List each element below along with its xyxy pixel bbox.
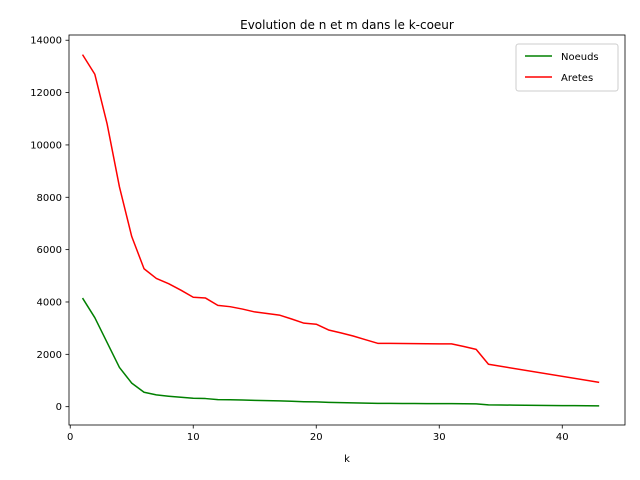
- axes-frame: [68, 34, 626, 426]
- x-tick-label-0: 0: [67, 432, 73, 443]
- x-tick-label-30: 30: [433, 432, 446, 443]
- y-tick-label-2000: 2000: [37, 350, 62, 361]
- y-tick-label-0: 0: [56, 402, 62, 413]
- series-line-noeuds: [81, 297, 600, 407]
- y-tick-label-10000: 10000: [30, 140, 62, 151]
- x-tick-label-20: 20: [310, 432, 323, 443]
- y-tick-label-12000: 12000: [30, 88, 62, 99]
- plot-area: 0 10 20 30 40 0 2000 4000 6000 8000 10000 12000 1400…: [30, 34, 626, 443]
- y-tick-label-8000: 8000: [37, 193, 62, 204]
- legend: Noeuds Aretes: [515, 43, 619, 92]
- x-axis-label: k: [344, 454, 350, 465]
- chart-title: Evolution de n et m dans le k-coeur: [240, 18, 454, 32]
- series-line-aretes: [81, 54, 600, 384]
- y-tick-label-4000: 4000: [37, 297, 62, 308]
- x-tick-label-10: 10: [187, 432, 200, 443]
- legend-label-noeuds: Noeuds: [561, 52, 599, 63]
- legend-label-aretes: Aretes: [561, 73, 593, 84]
- y-tick-label-6000: 6000: [37, 245, 62, 256]
- y-tick-label-14000: 14000: [30, 36, 62, 47]
- x-tick-label-40: 40: [556, 432, 569, 443]
